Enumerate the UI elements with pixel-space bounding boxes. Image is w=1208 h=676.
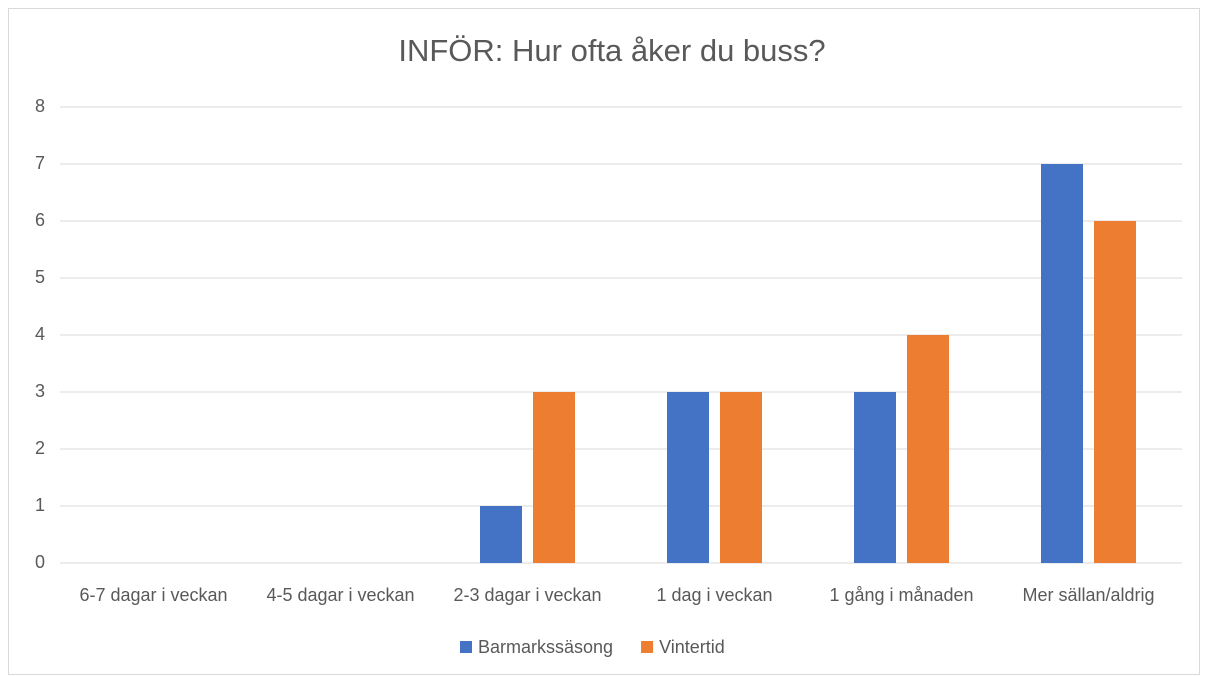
legend-swatch (641, 641, 654, 653)
x-tick-label: 6-7 dagar i veckan (79, 585, 227, 605)
bar (720, 392, 762, 563)
x-tick-label: 4-5 dagar i veckan (266, 585, 414, 605)
y-tick-label: 0 (35, 552, 45, 572)
y-tick-label: 3 (35, 381, 45, 401)
legend-label: Barmarkssäsong (478, 637, 613, 657)
bar (1094, 221, 1136, 563)
x-tick-label: 1 gång i månaden (829, 585, 973, 605)
y-tick-label: 6 (35, 210, 45, 230)
bar (907, 335, 949, 563)
x-tick-label: Mer sällan/aldrig (1022, 585, 1154, 605)
chart-frame (8, 8, 1200, 675)
bar (533, 392, 575, 563)
legend-swatch (460, 641, 472, 653)
x-tick-label: 1 dag i veckan (656, 585, 772, 605)
legend-label: Vintertid (659, 637, 725, 657)
y-tick-label: 1 (35, 495, 45, 515)
x-tick-label: 2-3 dagar i veckan (453, 585, 601, 605)
y-tick-label: 8 (35, 96, 45, 116)
y-tick-label: 5 (35, 267, 45, 287)
bar (1041, 164, 1083, 563)
chart-title: INFÖR: Hur ofta åker du buss? (398, 33, 825, 68)
bar (667, 392, 709, 563)
y-tick-label: 2 (35, 438, 45, 458)
y-tick-label: 7 (35, 153, 45, 173)
y-tick-label: 4 (35, 324, 45, 344)
bar (480, 506, 522, 563)
bar (854, 392, 896, 563)
